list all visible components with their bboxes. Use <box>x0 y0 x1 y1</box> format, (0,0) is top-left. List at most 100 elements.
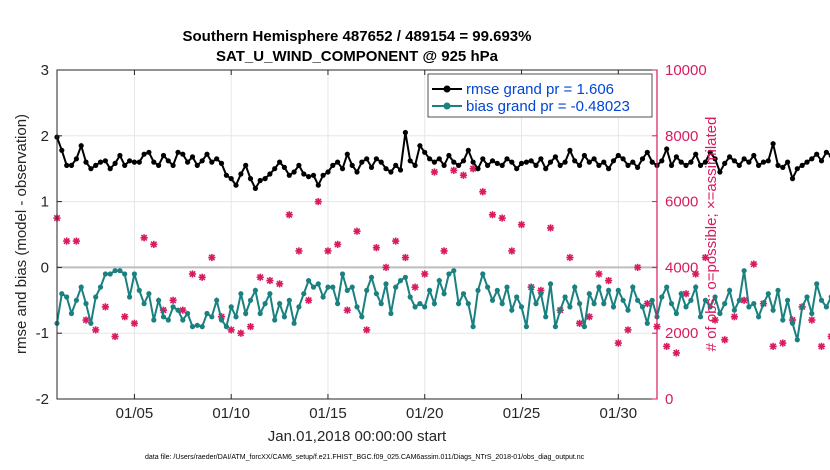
rmse-point <box>586 159 592 165</box>
rmse-point <box>281 164 287 170</box>
rmse-point <box>562 159 568 165</box>
obs-marker-stroke <box>208 254 216 261</box>
rmse-point <box>625 162 631 168</box>
bias-point <box>494 287 500 293</box>
obs-marker-stroke <box>276 280 283 288</box>
bias-point <box>373 291 379 297</box>
bias-point <box>794 337 800 343</box>
rmse-point <box>383 166 389 172</box>
rmse-point <box>731 158 738 164</box>
obs-marker <box>808 316 816 324</box>
obs-marker-stroke <box>731 313 738 321</box>
bias-point <box>683 304 689 310</box>
obs-marker-stroke <box>692 270 699 278</box>
obs-marker <box>246 323 255 331</box>
obs-marker <box>730 313 739 321</box>
bias-point <box>586 291 592 297</box>
rmse-point <box>644 149 650 155</box>
bias-point <box>310 284 317 290</box>
rmse-point <box>83 159 89 165</box>
rmse-point <box>397 167 404 173</box>
y-tick-label: 2 <box>41 128 49 145</box>
rmse-point <box>606 166 612 172</box>
x-tick-label: 01/25 <box>503 405 541 422</box>
bias-point <box>446 271 452 277</box>
obs-marker <box>498 214 506 222</box>
bias-point <box>780 317 786 323</box>
rmse-point <box>664 146 670 152</box>
rmse-point <box>678 159 684 165</box>
rmse-point <box>577 162 583 168</box>
rmse-point <box>789 176 796 182</box>
bias-point <box>364 287 370 293</box>
bias-point <box>286 297 292 303</box>
rmse-point <box>349 162 355 168</box>
obs-marker <box>130 319 139 327</box>
rmse-point <box>257 177 263 184</box>
rmse-point <box>736 162 742 168</box>
bias-point <box>818 297 825 303</box>
rmse-point <box>596 162 602 168</box>
y-axis-right-label: # of obs: o=possible; ×=assimilated <box>703 117 720 352</box>
bias-point <box>368 274 375 280</box>
bias-point <box>141 301 147 307</box>
rmse-point <box>823 149 830 155</box>
bias-point <box>378 301 384 307</box>
rmse-point <box>480 156 486 162</box>
bias-point <box>596 284 602 290</box>
bias-point <box>606 287 612 293</box>
bias-point <box>707 304 713 310</box>
bias-point <box>407 294 413 300</box>
obs-marker-stroke <box>353 227 361 235</box>
bias-point <box>533 301 539 307</box>
rmse-point <box>344 151 350 157</box>
rmse-point <box>267 171 273 177</box>
chart-title-line2: SAT_U_WIND_COMPONENT @ 925 hPa <box>216 48 499 65</box>
y-right-tick-label: 0 <box>665 391 673 408</box>
rmse-point <box>127 158 133 164</box>
bias-point <box>73 297 79 303</box>
bias-point <box>736 297 742 303</box>
rmse-point <box>494 160 500 166</box>
obs-marker-stroke <box>227 326 235 334</box>
y-right-tick-label: 6000 <box>665 194 698 211</box>
obs-marker-stroke <box>392 237 399 245</box>
x-tick-label: 01/20 <box>406 405 444 422</box>
rmse-point <box>88 166 94 172</box>
bias-series <box>54 268 830 343</box>
bias-point <box>785 297 791 303</box>
obs-marker-stroke <box>140 234 148 242</box>
rmse-point <box>538 156 544 162</box>
obs-marker <box>72 237 80 245</box>
y-axis-right-ticks: 0 2000 4000 6000 8000 10000 <box>652 62 707 408</box>
obs-marker <box>817 342 826 350</box>
obs-marker-stroke <box>750 260 758 268</box>
obs-marker-stroke <box>247 323 254 330</box>
bias-point <box>460 291 467 297</box>
obs-marker <box>237 329 245 337</box>
bias-point <box>688 297 694 303</box>
bias-point <box>204 310 210 317</box>
obs-marker <box>605 276 613 285</box>
obs-marker <box>101 303 109 311</box>
obs-marker <box>256 273 264 281</box>
bias-point <box>262 301 268 307</box>
rmse-point <box>760 159 767 165</box>
obs-marker-stroke <box>440 247 448 255</box>
rmse-point <box>330 162 336 168</box>
rmse-point <box>794 166 800 172</box>
bias-point <box>572 284 578 290</box>
bias-point <box>615 287 621 293</box>
obs-marker <box>421 270 429 278</box>
rmse-point <box>518 160 525 166</box>
obs-marker <box>324 247 332 255</box>
bias-point <box>804 294 810 300</box>
rmse-point <box>262 176 268 182</box>
rmse-point <box>543 166 549 172</box>
bias-point <box>475 287 481 293</box>
y-axis-left-label: rmse and bias (model - observation) <box>13 114 30 354</box>
legend-rmse-label: rmse grand pr = 1.606 <box>466 81 614 98</box>
legend-rmse-marker <box>443 85 451 93</box>
rmse-point <box>581 152 588 159</box>
